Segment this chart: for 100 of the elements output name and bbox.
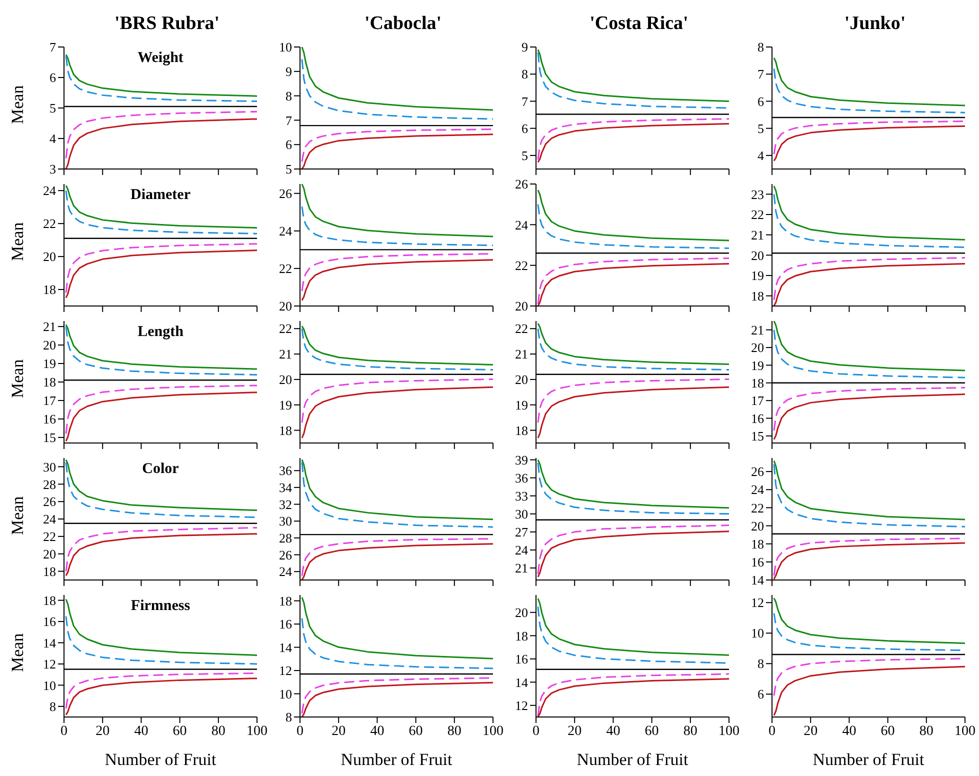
line-series [65, 526, 257, 572]
y-tick-label: 18 [751, 536, 764, 552]
line-series [773, 321, 965, 372]
y-tick-label: 33 [515, 488, 528, 504]
y-tick-label: 21 [751, 227, 764, 242]
y-tick-label: 6 [522, 120, 528, 136]
line-series [65, 462, 257, 518]
x-tick-label: 0 [768, 724, 776, 739]
x-tick-label: 0 [296, 724, 304, 739]
y-tick-label: 30 [515, 506, 528, 522]
line-series [773, 193, 965, 248]
x-tick-label: 100 [954, 724, 976, 739]
x-tick-label: 20 [804, 724, 818, 739]
y-tick-label: 24 [43, 183, 56, 198]
y-tick-label: 26 [43, 494, 56, 510]
line-series [301, 206, 493, 246]
line-series [537, 378, 729, 424]
y-tick-label: 16 [43, 412, 56, 427]
line-series [65, 243, 257, 294]
x-tick-label: 80 [683, 724, 698, 739]
y-tick-label: 23 [751, 186, 764, 202]
y-tick-label: 8 [522, 66, 528, 82]
y-tick-label: 20 [751, 518, 764, 534]
line-series [301, 47, 493, 111]
line-series [773, 329, 965, 378]
y-tick-label: 21 [43, 319, 56, 334]
y-tick-label: 22 [279, 261, 292, 276]
x-tick-label: 100 [246, 724, 268, 739]
y-tick-label: 4 [758, 148, 764, 164]
x-tick-label: 40 [370, 724, 384, 739]
chart-title: 'Cabocla' [363, 12, 443, 36]
chart-title: 'BRS Rubra' [113, 12, 221, 36]
line-series [301, 128, 493, 162]
x-tick-label: 80 [211, 724, 226, 739]
line-series [537, 204, 729, 250]
y-tick-label: 14 [751, 572, 764, 588]
y-tick-label: 24 [43, 512, 56, 527]
x-tick-label: 40 [842, 724, 856, 739]
x-tick-label: 0 [532, 724, 540, 739]
y-tick-label: 15 [751, 428, 764, 444]
y-tick-label: 34 [279, 480, 292, 496]
y-tick-label: 18 [515, 422, 528, 438]
line-series [65, 326, 257, 376]
y-tick-label: 24 [515, 542, 528, 558]
y-tick-label: 39 [515, 452, 528, 468]
y-tick-label: 26 [751, 464, 764, 480]
y-tick-label: 16 [751, 554, 764, 570]
chart-subtitle: Diameter [130, 187, 192, 204]
y-tick-label: 6 [50, 70, 56, 86]
y-tick-label: 20 [515, 605, 528, 620]
line-series [301, 325, 493, 366]
y-tick-label: 18 [751, 376, 764, 390]
y-tick-label: 8 [286, 710, 292, 725]
line-series [301, 184, 493, 238]
line-series [65, 110, 257, 160]
y-tick-label: 9 [286, 64, 292, 80]
y-axis-title: Mean [8, 222, 28, 261]
y-tick-label: 8 [50, 699, 56, 714]
y-tick-label: 21 [279, 346, 292, 362]
y-tick-label: 36 [279, 463, 292, 478]
x-tick-label: 60 [880, 724, 895, 739]
chart-subtitle: Length [136, 324, 184, 341]
line-series [65, 184, 257, 229]
y-tick-label: 4 [50, 131, 56, 146]
x-axis-title: Number of Fruit [576, 750, 688, 769]
line-series [301, 617, 493, 670]
line-series [537, 524, 729, 575]
y-tick-label: 17 [751, 393, 764, 408]
y-tick-label: 32 [279, 496, 292, 512]
line-series [301, 386, 493, 439]
line-series [537, 386, 729, 439]
line-series [537, 189, 729, 242]
line-series [773, 464, 965, 528]
x-tick-label: 60 [172, 724, 187, 739]
y-tick-label: 24 [279, 564, 292, 580]
y-tick-label: 36 [515, 470, 528, 486]
y-tick-label: 22 [43, 216, 56, 232]
line-series [773, 185, 965, 240]
y-tick-label: 20 [43, 338, 56, 353]
y-tick-label: 22 [515, 321, 528, 336]
y-tick-label: 8 [758, 656, 764, 672]
y-tick-label: 28 [43, 476, 56, 492]
y-tick-label: 24 [751, 482, 764, 498]
y-tick-label: 5 [758, 120, 764, 136]
y-tick-label: 24 [279, 224, 292, 239]
y-axis-title: Mean [8, 496, 28, 535]
line-series [537, 48, 729, 102]
y-tick-label: 26 [279, 547, 292, 562]
y-tick-label: 22 [279, 321, 292, 336]
y-tick-label: 19 [751, 268, 764, 284]
x-tick-label: 60 [644, 724, 659, 739]
y-tick-label: 18 [43, 592, 56, 608]
y-tick-label: 12 [751, 595, 764, 610]
y-tick-label: 18 [43, 282, 56, 298]
line-series [773, 57, 965, 106]
line-series [537, 52, 729, 109]
y-tick-label: 20 [515, 372, 528, 388]
chart-subtitle: Firmness [130, 598, 192, 615]
line-series [65, 190, 257, 234]
chart-subtitle: Weight [136, 50, 184, 67]
